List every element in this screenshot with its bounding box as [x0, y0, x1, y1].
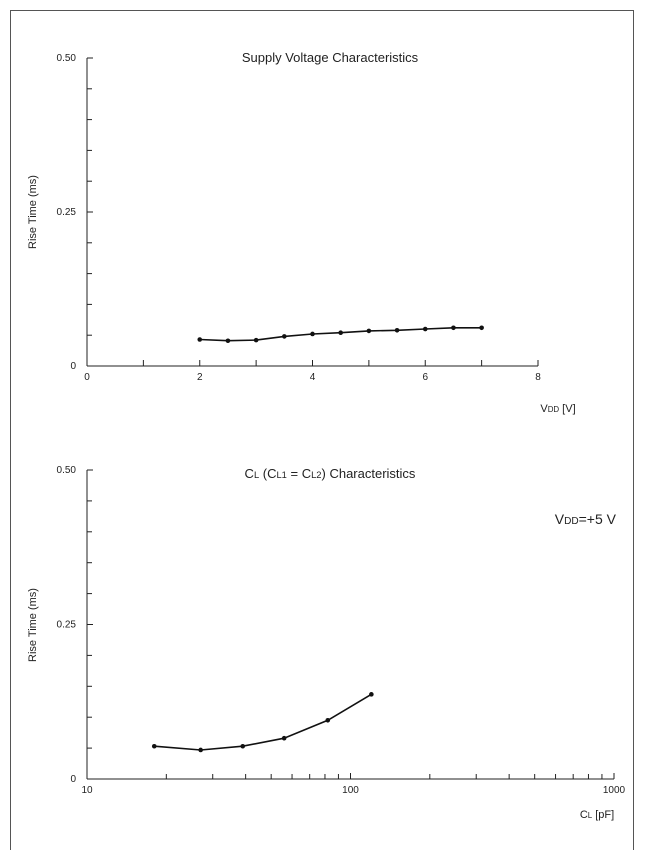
chart1-data-point: [197, 337, 203, 342]
chart1-data-point: [479, 325, 484, 331]
chart1-x-tick-label: 6: [422, 372, 428, 383]
chart2-y-axis-title: Rise Time (ms): [27, 588, 39, 662]
chart1-data-point: [310, 331, 315, 337]
chart1-y-tick-label: 0: [70, 361, 76, 372]
chart2-x-tick-label: 1000: [603, 785, 626, 796]
chart1-y-axis-title: Rise Time (ms): [27, 175, 39, 249]
chart1-data-point: [366, 328, 372, 334]
chart1-y-tick-label: 0.50: [57, 53, 77, 64]
chart2-data-point: [281, 735, 287, 741]
chart1-data-point: [282, 334, 287, 339]
chart2-data-point: [151, 743, 157, 749]
chart1-x-tick-label: 2: [197, 372, 203, 383]
chart1-y-tick-label: 0.25: [57, 207, 77, 218]
chart1-data-point: [422, 326, 428, 332]
chart1-title: Supply Voltage Characteristics: [242, 50, 419, 65]
chart2-data-point: [240, 743, 246, 749]
chart1-data-point: [451, 325, 456, 331]
chart1-data-point: [253, 337, 259, 343]
chart2-title: CL (CL1 = CL2) Characteristics: [245, 466, 416, 481]
chart1-data-point: [225, 338, 231, 344]
chart1-x-tick-label: 8: [535, 372, 541, 383]
chart2-x-axis-title: CL [pF]: [580, 809, 614, 821]
chart2-y-tick-label: 0.25: [57, 620, 77, 631]
chart2-data-point: [369, 692, 374, 697]
chart1-data-point: [338, 330, 343, 336]
figure-border: [10, 10, 634, 850]
chart2-y-tick-label: 0: [70, 774, 76, 785]
chart2-data-point: [198, 747, 203, 753]
chart2-data-point: [325, 717, 331, 723]
chart2-x-tick-label: 100: [342, 785, 359, 796]
chart1-x-tick-label: 4: [310, 372, 316, 383]
chart2-condition-note: VDD=+5 V: [555, 511, 617, 527]
chart1-x-tick-label: 0: [84, 372, 90, 383]
chart2-series-line: [154, 693, 372, 751]
chart2-x-tick-label: 10: [81, 785, 93, 796]
chart1-data-point: [394, 327, 400, 333]
chart2-y-tick-label: 0.50: [57, 465, 77, 476]
chart1-x-axis-title: VDD [V]: [540, 403, 575, 415]
